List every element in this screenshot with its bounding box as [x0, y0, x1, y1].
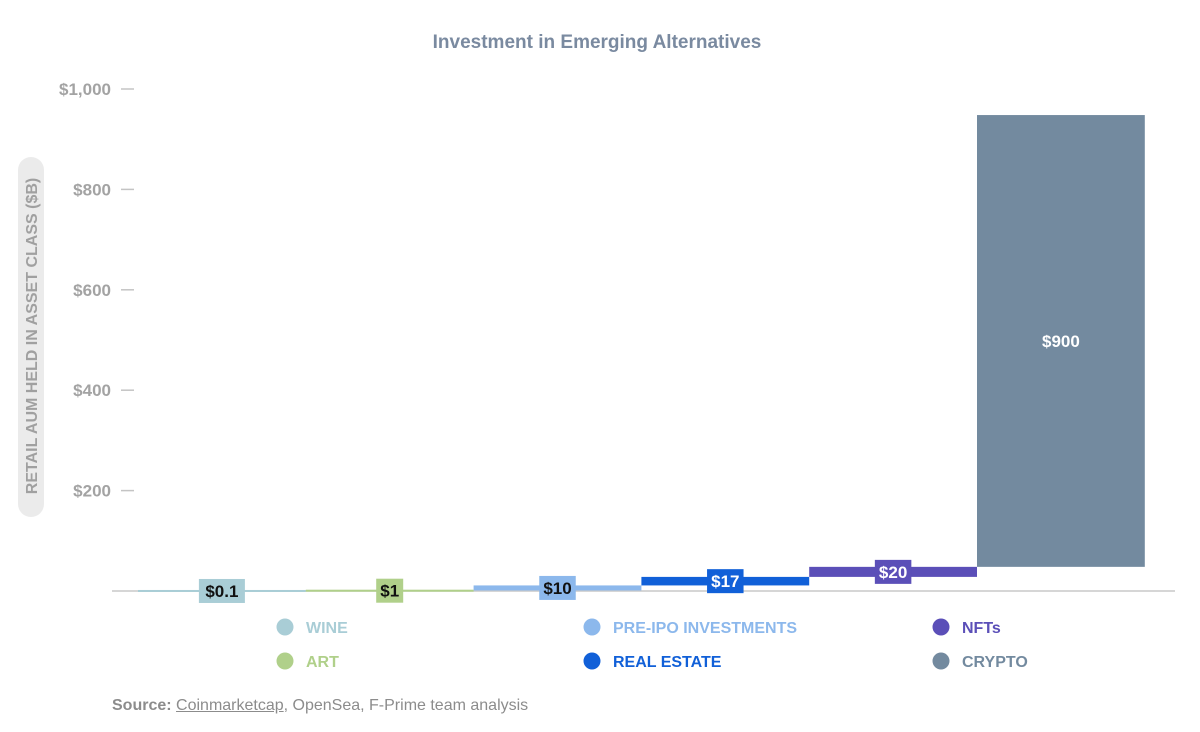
legend-swatch-nfts — [932, 618, 950, 636]
legend-label-nfts: NFTs — [962, 620, 1001, 637]
data-label-pre-ipo-investments: $10 — [543, 579, 571, 598]
y-tick-label: $800 — [73, 180, 111, 199]
legend-label-wine: WINE — [306, 620, 348, 637]
data-label-art: $1 — [380, 582, 399, 601]
bar-crypto — [977, 115, 1145, 567]
source-rest: , OpenSea, F-Prime team analysis — [283, 697, 529, 714]
y-axis-label: RETAIL AUM HELD IN ASSET CLASS ($B) — [24, 178, 41, 494]
y-tick-label: $200 — [73, 482, 111, 501]
data-label-crypto: $900 — [1042, 332, 1080, 351]
bars-group: $0.1 $1 $10 $17 $20 $900 — [138, 115, 1145, 603]
legend: WINE ART PRE-IPO INVESTMENTS REAL ESTATE NFT… — [276, 618, 1028, 671]
data-label-background — [707, 569, 744, 594]
y-tick-label: $1,000 — [59, 80, 111, 99]
chart-title: Investment in Emerging Alternatives — [433, 32, 762, 53]
legend-label-pre-ipo-investments: PRE-IPO INVESTMENTS — [613, 620, 797, 637]
data-label-wine: $0.1 — [205, 582, 238, 601]
source-link-coinmarketcap[interactable]: Coinmarketcap — [176, 697, 284, 714]
y-axis-title-background — [18, 157, 44, 517]
legend-swatch-art — [276, 652, 294, 670]
y-tick-label: $400 — [73, 381, 111, 400]
legend-swatch-pre-ipo-investments — [583, 618, 601, 636]
legend-label-crypto: CRYPTO — [962, 654, 1028, 671]
waterfall-chart: Investment in Emerging Alternatives RETA… — [18, 32, 1175, 671]
legend-swatch-crypto — [932, 652, 950, 670]
source-prefix: Source: — [112, 697, 172, 714]
data-label-nfts: $20 — [879, 563, 907, 582]
data-label-background — [874, 559, 912, 584]
legend-label-real-estate: REAL ESTATE — [613, 654, 722, 671]
legend-swatch-wine — [276, 618, 294, 636]
legend-label-art: ART — [306, 654, 339, 671]
data-label-background — [539, 575, 576, 600]
y-axis-ticks: $200 $400 $600 $800 $1,000 — [59, 80, 134, 501]
source-note: Source: Coinmarketcap, OpenSea, F-Prime … — [112, 697, 528, 715]
legend-swatch-real-estate — [583, 652, 601, 670]
data-label-background — [376, 578, 404, 603]
y-tick-label: $600 — [73, 281, 111, 300]
y-axis-title: RETAIL AUM HELD IN ASSET CLASS ($B) — [18, 157, 44, 517]
data-label-background — [198, 578, 245, 603]
data-label-real-estate: $17 — [711, 572, 739, 591]
